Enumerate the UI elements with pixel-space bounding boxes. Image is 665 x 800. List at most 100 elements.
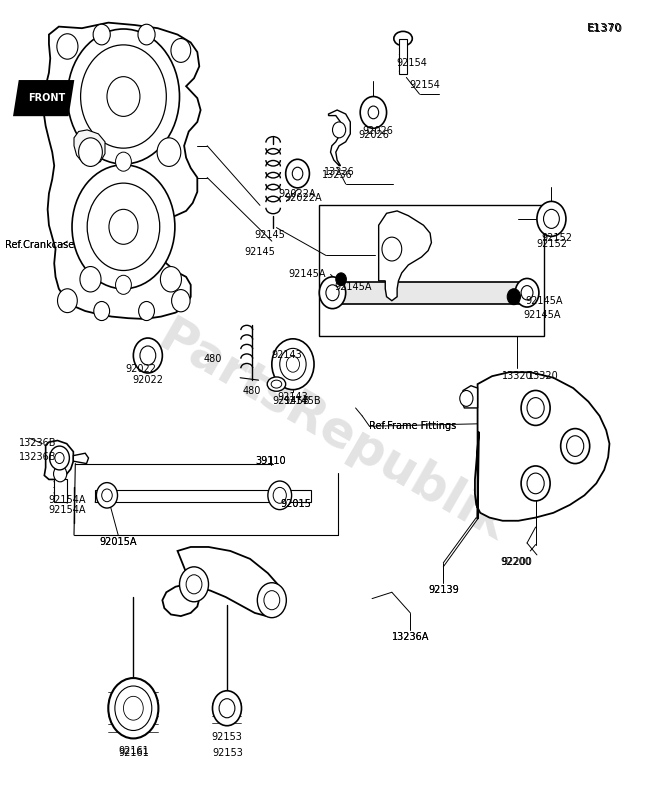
Text: 92022: 92022 [132, 375, 164, 386]
Text: 92153: 92153 [211, 732, 243, 742]
Circle shape [67, 29, 180, 164]
Circle shape [219, 698, 235, 718]
Polygon shape [45, 441, 73, 479]
Circle shape [57, 34, 78, 59]
Circle shape [543, 210, 559, 229]
Text: 92145A: 92145A [525, 296, 563, 306]
Circle shape [80, 266, 101, 292]
Bar [332, 282, 527, 304]
Circle shape [264, 590, 280, 610]
Text: 92145B: 92145B [272, 396, 310, 406]
Circle shape [527, 398, 544, 418]
Text: E1370: E1370 [587, 22, 622, 33]
Text: 92143: 92143 [277, 392, 309, 402]
Text: 13236B: 13236B [19, 452, 57, 462]
Circle shape [160, 266, 182, 292]
Text: 92152: 92152 [541, 233, 572, 243]
Circle shape [268, 481, 292, 510]
Circle shape [115, 686, 152, 730]
Text: 92139: 92139 [428, 585, 459, 595]
Text: 39110: 39110 [255, 456, 286, 466]
Polygon shape [378, 211, 432, 301]
Circle shape [107, 77, 140, 116]
Circle shape [116, 152, 132, 171]
Text: 92022A: 92022A [279, 190, 317, 199]
Text: 480: 480 [243, 386, 261, 396]
Circle shape [280, 348, 306, 380]
Circle shape [567, 436, 584, 457]
Circle shape [171, 38, 191, 62]
Text: 92145A: 92145A [289, 270, 326, 279]
Ellipse shape [394, 31, 412, 46]
Circle shape [54, 466, 66, 482]
Circle shape [72, 165, 175, 289]
Circle shape [332, 122, 346, 138]
Text: 92026: 92026 [362, 126, 393, 136]
Circle shape [319, 277, 346, 309]
Text: 13320: 13320 [528, 370, 559, 381]
Circle shape [213, 690, 241, 726]
Text: 13236: 13236 [324, 167, 354, 178]
Text: 92022A: 92022A [284, 194, 322, 203]
Polygon shape [329, 110, 350, 166]
Text: 92154A: 92154A [49, 505, 86, 515]
Polygon shape [475, 372, 609, 521]
Circle shape [360, 97, 386, 128]
Text: 92015A: 92015A [100, 537, 137, 546]
Circle shape [109, 210, 138, 244]
Text: 92015: 92015 [281, 499, 312, 510]
Bar [54, 479, 66, 502]
Circle shape [94, 302, 110, 321]
Circle shape [521, 390, 550, 426]
Circle shape [180, 567, 209, 602]
Text: 92139: 92139 [428, 585, 459, 595]
Polygon shape [44, 22, 201, 319]
Text: 92200: 92200 [500, 558, 531, 567]
Text: 92153: 92153 [213, 748, 244, 758]
Circle shape [286, 159, 309, 188]
Circle shape [287, 356, 299, 372]
Circle shape [336, 273, 346, 286]
Circle shape [293, 167, 303, 180]
Circle shape [527, 473, 544, 494]
Text: 92145: 92145 [245, 246, 275, 257]
Text: Ref.Frame Fittings: Ref.Frame Fittings [370, 422, 457, 431]
Text: 92015A: 92015A [100, 537, 137, 546]
Circle shape [521, 286, 533, 300]
Text: Ref.Crankcase: Ref.Crankcase [5, 240, 74, 250]
Text: E1370: E1370 [589, 24, 624, 34]
Circle shape [57, 289, 77, 313]
Circle shape [134, 338, 162, 373]
Text: 13320: 13320 [502, 370, 533, 381]
Text: 13236A: 13236A [392, 632, 429, 642]
Polygon shape [461, 386, 477, 408]
Text: 13236: 13236 [322, 170, 352, 180]
Text: PartsRepublik: PartsRepublik [150, 312, 515, 551]
Circle shape [116, 275, 132, 294]
Polygon shape [74, 130, 105, 166]
Bar [319, 206, 543, 337]
Text: 13236B: 13236B [19, 438, 57, 448]
Circle shape [368, 106, 378, 118]
Circle shape [172, 290, 190, 312]
Circle shape [272, 339, 314, 390]
Circle shape [273, 487, 287, 503]
Text: 92154: 92154 [410, 80, 440, 90]
Circle shape [87, 183, 160, 270]
Bar [95, 490, 311, 502]
Bar [399, 38, 407, 74]
Circle shape [157, 138, 181, 166]
Circle shape [326, 285, 339, 301]
Polygon shape [162, 547, 285, 616]
Text: 92145A: 92145A [524, 310, 561, 320]
Circle shape [507, 289, 521, 305]
Circle shape [96, 482, 118, 508]
Text: 92152: 92152 [536, 238, 567, 249]
Circle shape [124, 696, 143, 720]
Text: 92154: 92154 [396, 58, 427, 68]
Circle shape [537, 202, 566, 236]
Ellipse shape [267, 377, 286, 391]
Circle shape [515, 278, 539, 307]
Circle shape [140, 346, 156, 365]
Circle shape [102, 489, 112, 502]
